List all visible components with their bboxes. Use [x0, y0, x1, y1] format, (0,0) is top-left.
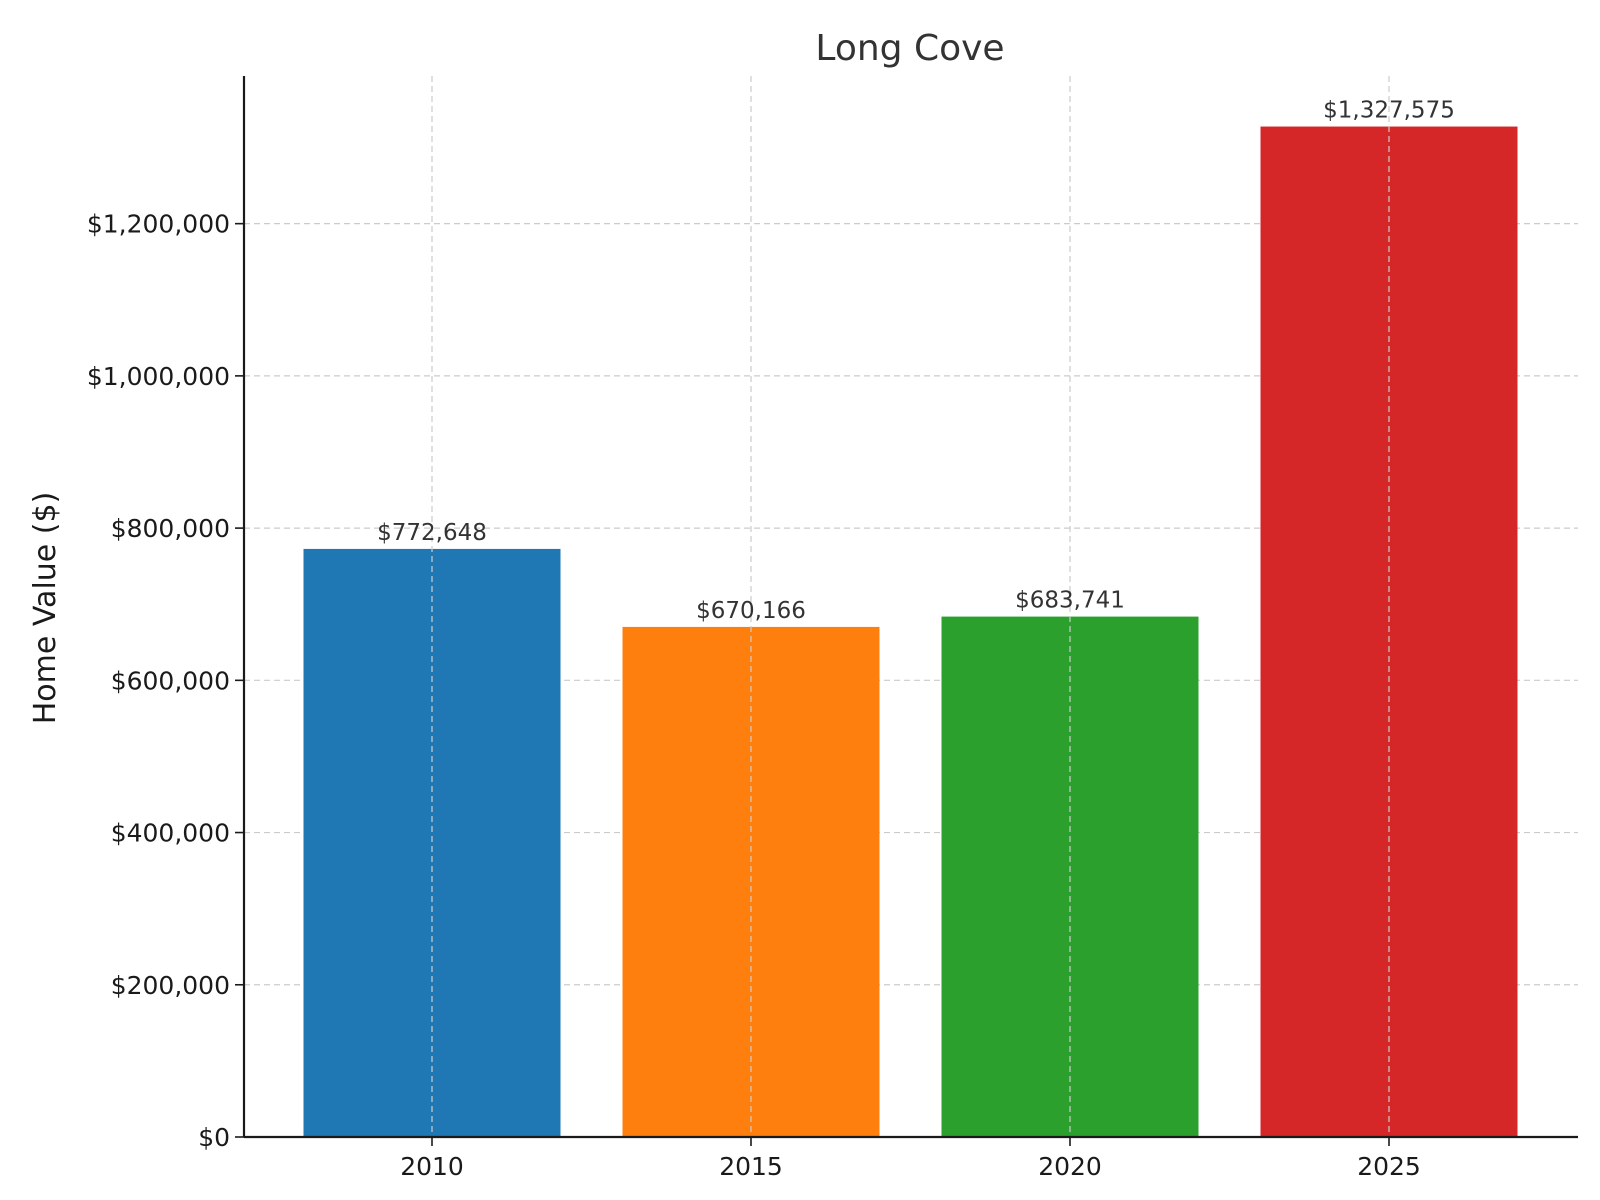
- y-tick-label: $1,000,000: [87, 362, 230, 391]
- x-tick-label: 2025: [1357, 1152, 1421, 1181]
- data-label-2015: $670,166: [696, 598, 806, 624]
- y-tick-label: $0: [198, 1123, 230, 1152]
- bars: [303, 126, 1518, 1138]
- y-tick-label: $1,200,000: [87, 210, 230, 239]
- chart-title: Long Cove: [815, 28, 1004, 69]
- data-label-2025: $1,327,575: [1323, 98, 1455, 124]
- labels: $0 $200,000 $400,000 $600,000 $800,000 $1,000…: [87, 98, 1455, 1181]
- x-tick-label: 2020: [1038, 1152, 1102, 1181]
- y-tick-label: $600,000: [111, 666, 230, 695]
- data-label-2010: $772,648: [377, 520, 487, 546]
- y-axis-label: Home Value ($): [28, 492, 63, 725]
- y-tick-label: $200,000: [111, 971, 230, 1000]
- x-tick-label: 2010: [400, 1152, 464, 1181]
- y-tick-label: $800,000: [111, 514, 230, 543]
- x-tick-label: 2015: [719, 1152, 783, 1181]
- axes: [235, 76, 1578, 1146]
- data-label-2020: $683,741: [1015, 588, 1125, 614]
- y-tick-label: $400,000: [111, 819, 230, 848]
